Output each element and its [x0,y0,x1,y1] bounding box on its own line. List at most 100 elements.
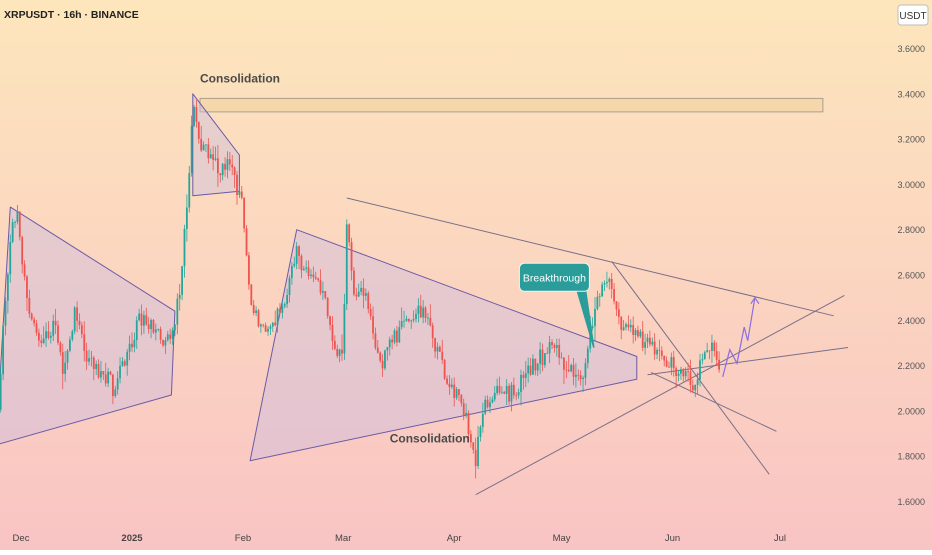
candle-body [193,107,195,126]
price-tick-label: 2.8000 [897,225,925,235]
candle [345,219,348,311]
candle-body [126,351,129,366]
candle-body [209,154,212,159]
candle-body [276,308,279,326]
candle-body [2,325,4,375]
candle [114,385,117,398]
candle-body [298,246,300,256]
candle [83,321,86,362]
candle [424,306,427,323]
candle-body [386,347,389,351]
candle-body [257,310,260,327]
candle-body [185,207,188,229]
candle [417,298,420,323]
candle-body [374,333,377,348]
candle [577,369,580,381]
candle-body [69,339,71,351]
candle [69,336,71,353]
candle-body [601,284,604,297]
candle-body [465,412,468,416]
candle [603,280,606,292]
candle [305,260,308,273]
candle [596,290,599,311]
candle [288,275,291,303]
candle-body [333,341,336,349]
candle-body [651,341,654,345]
candle [279,303,281,315]
candle-body [121,361,124,366]
candle [212,145,215,171]
candle [634,328,637,341]
candle [613,283,615,305]
candle [689,359,692,393]
candle [558,338,561,365]
candle-body [336,348,339,356]
candle [322,281,324,300]
candle-body [322,291,324,293]
candle [484,395,487,416]
price-axis[interactable]: 3.6000 3.4000 3.2000 3.0000 2.8000 2.6000 2.40… [897,44,925,507]
candle-body [357,291,360,297]
candle-body [715,351,718,360]
candle-body [553,345,556,348]
candle-body [510,384,513,402]
candle [508,383,510,405]
candle [648,330,651,347]
candle-body [503,391,506,394]
candle-body [288,278,291,296]
candle-body [572,364,575,377]
currency-badge[interactable]: USDT [897,4,929,26]
candle [575,363,577,388]
candle-body [515,395,518,397]
candle [181,265,183,301]
candle [703,350,706,360]
candle-body [267,328,269,332]
candle [80,321,83,339]
candle-body [35,323,38,333]
candle-body [59,342,62,353]
candle-body [591,326,594,329]
candle [675,366,678,389]
candle [92,355,95,381]
candle [276,307,279,333]
time-axis[interactable]: Dec 2025 Feb Mar Apr May Jun Jul [13,533,786,544]
candle [219,173,222,183]
candle-body [71,331,74,340]
currency-badge-box[interactable] [897,4,929,26]
candle-body [238,191,241,195]
candle-body [274,322,277,326]
candle-body [398,327,401,343]
candle [536,362,539,377]
candle-body [310,274,312,277]
candle [166,330,169,342]
candle-body [596,296,599,309]
candle [11,218,14,244]
candle-body [181,266,183,295]
candle-body [372,316,374,334]
candle-body [255,310,257,313]
candle-body [38,332,40,341]
candle-body [660,350,663,356]
candle-body [350,242,353,271]
candle [42,326,45,345]
candle [248,251,250,290]
candle [224,157,226,177]
candle [606,271,608,288]
candle [431,322,434,348]
candle [410,319,413,329]
candle [338,348,341,363]
candle [438,345,441,352]
candle-body [665,360,668,367]
candle [384,349,386,371]
candle [369,303,372,320]
candle [505,379,508,406]
candle [381,354,384,377]
candle [450,378,453,389]
candle-body [415,313,417,320]
candle-body [307,267,310,277]
candle [610,273,613,299]
candle [694,384,697,398]
candle-body [271,322,274,327]
